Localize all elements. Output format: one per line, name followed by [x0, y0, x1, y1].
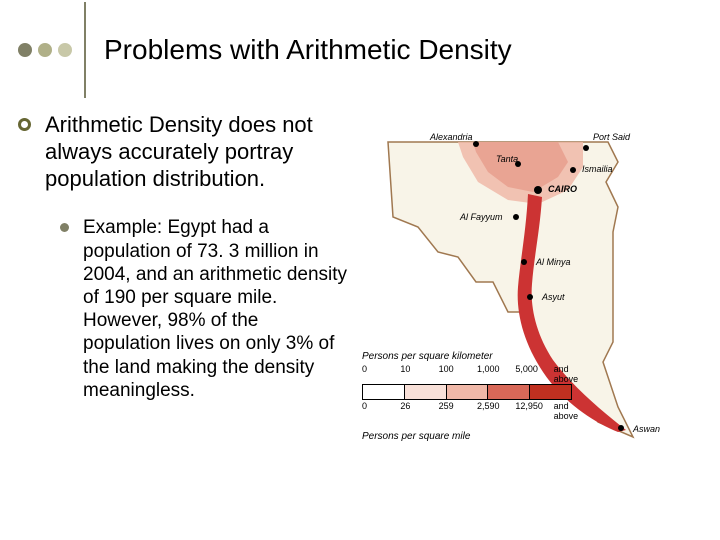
legend-val: 1,000 — [477, 364, 515, 384]
slide-header: Problems with Arithmetic Density — [0, 0, 720, 80]
sub-bullet-text: Example: Egypt had a population of 73. 3… — [83, 216, 348, 401]
slide-title: Problems with Arithmetic Density — [104, 34, 512, 66]
legend-bot-values: 0 26 259 2,590 12,950 and above — [362, 401, 592, 421]
city-port-said — [583, 145, 589, 151]
egypt-map: Alexandria Port Said Tanta Ismailia CAIR… — [358, 112, 678, 482]
label-al-fayyum: Al Fayyum — [460, 212, 503, 222]
dot-2 — [38, 43, 52, 57]
legend-seg — [530, 385, 571, 399]
label-aswan: Aswan — [633, 424, 660, 434]
legend-seg — [363, 385, 405, 399]
legend-val: 26 — [400, 401, 438, 421]
sub-bullet-icon — [60, 223, 69, 232]
label-ismailia: Ismailia — [582, 164, 613, 174]
dot-1 — [18, 43, 32, 57]
legend-top-values: 0 10 100 1,000 5,000 and above — [362, 364, 592, 384]
city-ismailia — [570, 167, 576, 173]
map-column: Alexandria Port Said Tanta Ismailia CAIR… — [358, 112, 702, 482]
legend-color-bar — [362, 384, 572, 400]
label-tanta: Tanta — [496, 154, 518, 164]
city-al-fayyum — [513, 214, 519, 220]
city-aswan — [618, 425, 624, 431]
header-dots — [18, 43, 72, 57]
legend-val: and above — [554, 401, 592, 421]
label-cairo: CAIRO — [548, 184, 577, 194]
city-cairo — [534, 186, 542, 194]
legend-title-top: Persons per square kilometer — [362, 351, 592, 362]
legend-val: 100 — [439, 364, 477, 384]
legend-val: 5,000 — [515, 364, 553, 384]
legend-val: 0 — [362, 364, 400, 384]
city-al-minya — [521, 259, 527, 265]
label-al-minya: Al Minya — [536, 257, 571, 267]
map-legend: Persons per square kilometer 0 10 100 1,… — [362, 351, 592, 442]
city-asyut — [527, 294, 533, 300]
label-alexandria: Alexandria — [430, 132, 473, 142]
city-alexandria — [473, 141, 479, 147]
legend-seg — [405, 385, 447, 399]
slide-content: Arithmetic Density does not always accur… — [0, 112, 720, 482]
legend-seg — [447, 385, 489, 399]
text-column: Arithmetic Density does not always accur… — [18, 112, 358, 482]
main-bullet-row: Arithmetic Density does not always accur… — [18, 112, 348, 192]
legend-seg — [488, 385, 530, 399]
label-asyut: Asyut — [542, 292, 565, 302]
legend-val: 259 — [439, 401, 477, 421]
header-divider — [84, 2, 86, 98]
sub-bullet-row: Example: Egypt had a population of 73. 3… — [60, 216, 348, 401]
legend-val: 2,590 — [477, 401, 515, 421]
dot-3 — [58, 43, 72, 57]
legend-val: and above — [554, 364, 592, 384]
legend-val: 12,950 — [515, 401, 553, 421]
ring-bullet-icon — [18, 118, 31, 131]
legend-val: 10 — [400, 364, 438, 384]
main-bullet-text: Arithmetic Density does not always accur… — [45, 112, 348, 192]
label-port-said: Port Said — [593, 132, 630, 142]
legend-title-bottom: Persons per square mile — [362, 431, 592, 442]
legend-val: 0 — [362, 401, 400, 421]
